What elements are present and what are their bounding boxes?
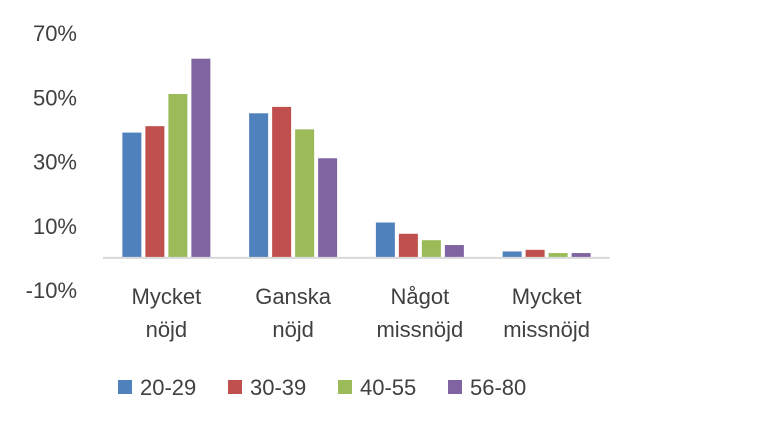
y-tick-label: 10%	[33, 214, 77, 239]
bar	[398, 233, 418, 258]
legend-label: 20-29	[140, 375, 196, 400]
legend-swatch	[228, 380, 242, 394]
y-tick-label: -10%	[26, 278, 77, 303]
legend-label: 56-80	[470, 375, 526, 400]
y-tick-label: 30%	[33, 150, 77, 175]
legend-swatch	[448, 380, 462, 394]
x-tick-label: Mycket	[132, 284, 202, 309]
bar	[444, 245, 464, 258]
legend-swatch	[338, 380, 352, 394]
legend: 20-29 30-39 40-55 56-80	[118, 375, 526, 400]
bar	[525, 249, 545, 258]
bar	[295, 129, 315, 258]
x-tick-label: missnöjd	[503, 317, 590, 342]
y-tick-label: 70%	[33, 21, 77, 46]
bar	[318, 158, 338, 258]
x-tick-label: missnöjd	[376, 317, 463, 342]
legend-label: 30-39	[250, 375, 306, 400]
x-axis-labels: Mycket nöjd Ganska nöjd Något missnöjd Mycket m…	[132, 284, 591, 342]
bar	[145, 126, 165, 258]
bar	[421, 240, 441, 258]
bar	[168, 94, 188, 258]
bar	[375, 222, 395, 258]
bar	[571, 253, 591, 258]
x-tick-label: Ganska	[255, 284, 332, 309]
x-tick-label: Något	[391, 284, 450, 309]
x-tick-label: nöjd	[272, 317, 314, 342]
bar	[249, 113, 269, 258]
bar	[272, 106, 292, 258]
bar	[191, 58, 211, 258]
x-tick-label: nöjd	[146, 317, 188, 342]
legend-label: 40-55	[360, 375, 416, 400]
y-axis: 70% 50% 30% 10% -10%	[26, 21, 77, 303]
bar	[548, 253, 568, 258]
bar	[502, 251, 522, 258]
x-tick-label: Mycket	[512, 284, 582, 309]
legend-swatch	[118, 380, 132, 394]
bars	[122, 58, 591, 258]
y-tick-label: 50%	[33, 85, 77, 110]
bar	[122, 132, 142, 258]
